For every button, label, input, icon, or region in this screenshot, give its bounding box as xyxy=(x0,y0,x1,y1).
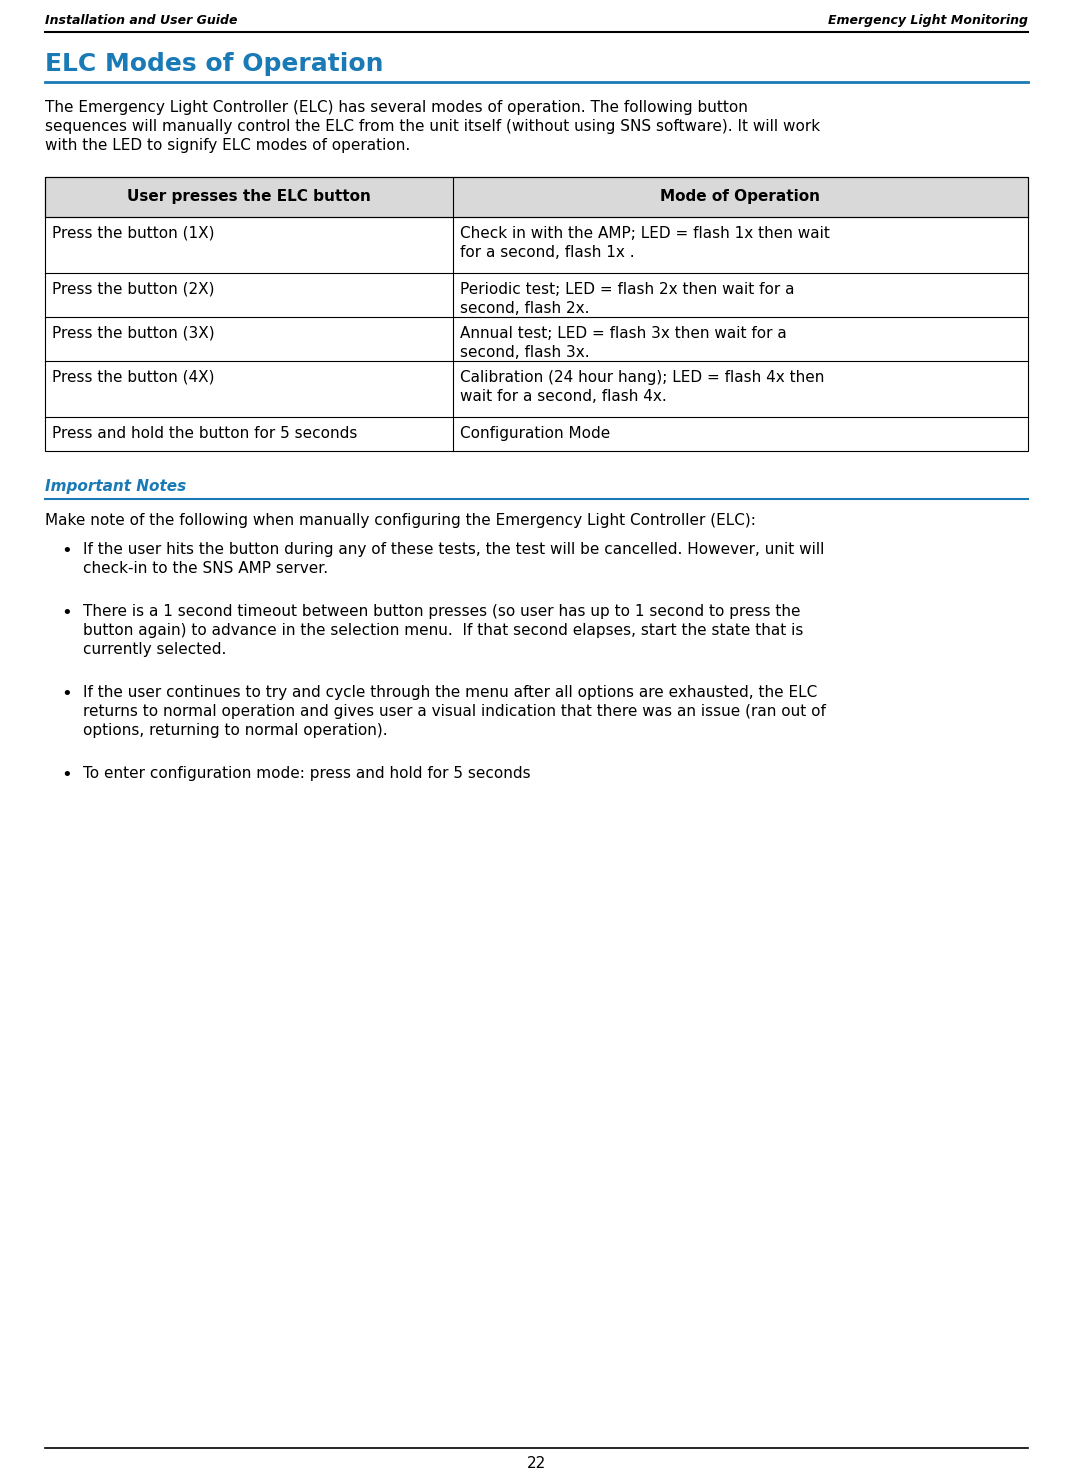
Text: To enter configuration mode: press and hold for 5 seconds: To enter configuration mode: press and h… xyxy=(83,765,531,782)
Text: Mode of Operation: Mode of Operation xyxy=(661,190,821,205)
Text: ELC Modes of Operation: ELC Modes of Operation xyxy=(45,52,383,77)
Text: check-in to the SNS AMP server.: check-in to the SNS AMP server. xyxy=(83,561,328,576)
Text: Press and hold the button for 5 seconds: Press and hold the button for 5 seconds xyxy=(52,425,357,442)
Text: with the LED to signify ELC modes of operation.: with the LED to signify ELC modes of ope… xyxy=(45,138,410,153)
Text: If the user hits the button during any of these tests, the test will be cancelle: If the user hits the button during any o… xyxy=(83,542,824,556)
Text: •: • xyxy=(61,542,72,559)
Text: Configuration Mode: Configuration Mode xyxy=(460,425,611,442)
Bar xyxy=(45,177,1028,450)
Text: •: • xyxy=(61,684,72,704)
Text: Press the button (4X): Press the button (4X) xyxy=(52,369,215,386)
Text: Calibration (24 hour hang); LED = flash 4x then: Calibration (24 hour hang); LED = flash … xyxy=(460,369,824,386)
Text: There is a 1 second timeout between button presses (so user has up to 1 second t: There is a 1 second timeout between butt… xyxy=(83,604,800,620)
Text: sequences will manually control the ELC from the unit itself (without using SNS : sequences will manually control the ELC … xyxy=(45,119,820,134)
Text: The Emergency Light Controller (ELC) has several modes of operation. The followi: The Emergency Light Controller (ELC) has… xyxy=(45,100,748,115)
Text: Press the button (1X): Press the button (1X) xyxy=(52,227,215,241)
Text: 22: 22 xyxy=(527,1456,546,1471)
Text: If the user continues to try and cycle through the menu after all options are ex: If the user continues to try and cycle t… xyxy=(83,684,818,701)
Text: Annual test; LED = flash 3x then wait for a: Annual test; LED = flash 3x then wait fo… xyxy=(460,325,787,342)
Text: •: • xyxy=(61,604,72,623)
Text: Press the button (3X): Press the button (3X) xyxy=(52,325,215,342)
Text: •: • xyxy=(61,765,72,785)
Text: second, flash 3x.: second, flash 3x. xyxy=(460,344,589,361)
Text: returns to normal operation and gives user a visual indication that there was an: returns to normal operation and gives us… xyxy=(83,704,826,718)
Text: Important Notes: Important Notes xyxy=(45,478,187,495)
Text: wait for a second, flash 4x.: wait for a second, flash 4x. xyxy=(460,389,666,403)
Text: options, returning to normal operation).: options, returning to normal operation). xyxy=(83,723,387,737)
Text: Check in with the AMP; LED = flash 1x then wait: Check in with the AMP; LED = flash 1x th… xyxy=(460,227,829,241)
Text: second, flash 2x.: second, flash 2x. xyxy=(460,300,589,316)
Text: Installation and User Guide: Installation and User Guide xyxy=(45,15,237,26)
Bar xyxy=(45,177,1028,216)
Text: Emergency Light Monitoring: Emergency Light Monitoring xyxy=(828,15,1028,26)
Text: Press the button (2X): Press the button (2X) xyxy=(52,283,215,297)
Text: User presses the ELC button: User presses the ELC button xyxy=(127,190,371,205)
Text: for a second, flash 1x .: for a second, flash 1x . xyxy=(460,244,634,261)
Text: Make note of the following when manually configuring the Emergency Light Control: Make note of the following when manually… xyxy=(45,514,755,528)
Text: button again) to advance in the selection menu.  If that second elapses, start t: button again) to advance in the selectio… xyxy=(83,623,804,637)
Text: Periodic test; LED = flash 2x then wait for a: Periodic test; LED = flash 2x then wait … xyxy=(460,283,794,297)
Text: currently selected.: currently selected. xyxy=(83,642,226,657)
